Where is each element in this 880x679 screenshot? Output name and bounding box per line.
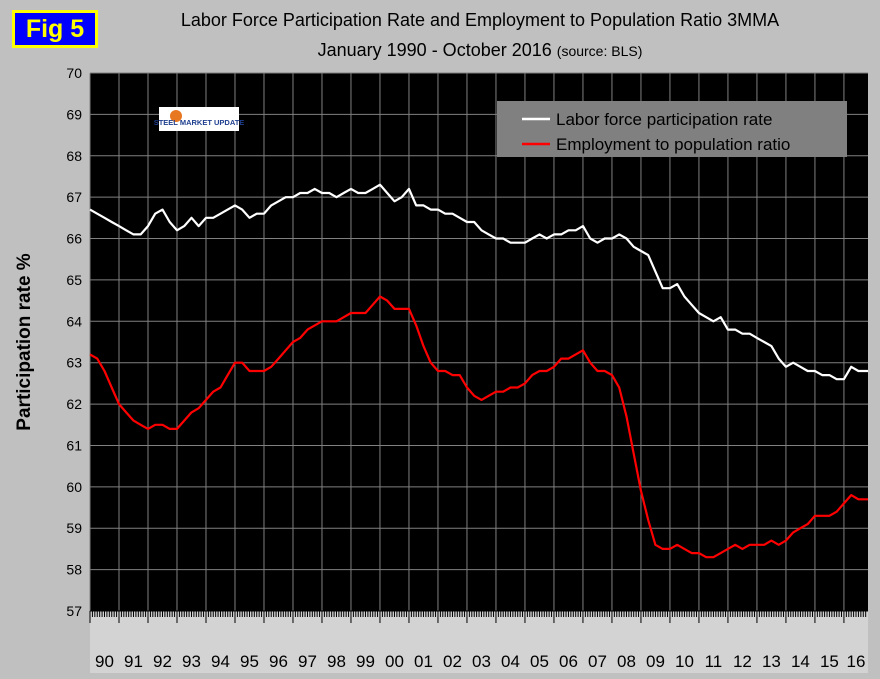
- x-tick-label: 95: [240, 652, 259, 671]
- x-tick-label: 15: [820, 652, 839, 671]
- x-tick-label: 01: [414, 652, 433, 671]
- x-tick-label: 12: [733, 652, 752, 671]
- x-tick-label: 10: [675, 652, 694, 671]
- y-tick-label: 65: [66, 272, 82, 288]
- y-tick-label: 61: [66, 437, 82, 453]
- series-layer: [89, 183, 868, 559]
- x-tick-label: 96: [269, 652, 288, 671]
- figure-badge: Fig 5: [12, 10, 98, 48]
- y-tick-label: 67: [66, 189, 82, 205]
- y-tick-label: 58: [66, 562, 82, 578]
- x-tick-label: 98: [327, 652, 346, 671]
- x-tick-label: 05: [530, 652, 549, 671]
- logo-mark: [170, 110, 182, 122]
- y-axis-label: Participation rate %: [14, 253, 35, 430]
- x-tick-label: 09: [646, 652, 665, 671]
- series-line-employment-population: [89, 295, 868, 559]
- subtitle-source: (source: BLS): [556, 43, 643, 59]
- x-tick-label: 11: [705, 652, 723, 671]
- x-tick-label: 92: [153, 652, 172, 671]
- legend-background: [497, 101, 847, 157]
- x-tick-label: 97: [298, 652, 317, 671]
- x-tick-label: 94: [211, 652, 230, 671]
- x-tick-label: 13: [762, 652, 781, 671]
- x-axis-band: [90, 611, 868, 673]
- series-line-labor-force-participation: [89, 183, 868, 381]
- logo-text: STEEL MARKET UPDATE: [154, 118, 245, 127]
- y-tick-label: 64: [66, 313, 82, 329]
- y-tick-label: 68: [66, 148, 82, 164]
- x-tick-label: 93: [182, 652, 201, 671]
- y-tick-label: 66: [66, 231, 82, 247]
- y-tick-label: 62: [66, 396, 82, 412]
- legend: Labor force participation rate Employment…: [497, 101, 847, 157]
- x-tick-label: 90: [95, 652, 114, 671]
- x-tick-label: 14: [791, 652, 810, 671]
- y-tick-label: 60: [66, 479, 82, 495]
- chart-subtitle: January 1990 - October 2016 (source: BLS…: [100, 40, 860, 61]
- x-tick-label: 03: [472, 652, 491, 671]
- x-tick-label: 16: [847, 652, 866, 671]
- x-tick-labels: 90 91 92 93 94 95 96 97 98 99 00 01 02 03 04 05 06 07 08 09…: [89, 610, 868, 671]
- x-tick-label: 08: [617, 652, 636, 671]
- y-tick-label: 63: [66, 355, 82, 371]
- x-tick-label: 04: [501, 652, 520, 671]
- subtitle-date-range: January 1990 - October 2016: [317, 40, 552, 60]
- legend-label: Employment to population ratio: [556, 135, 790, 154]
- x-tick-label: 07: [588, 652, 607, 671]
- y-tick-label: 59: [66, 520, 82, 536]
- x-tick-label: 00: [385, 652, 404, 671]
- plot-area: [90, 73, 868, 611]
- x-tick-label: 06: [559, 652, 578, 671]
- x-tick-label: 91: [124, 652, 143, 671]
- y-tick-label: 57: [66, 603, 82, 619]
- logo: STEEL MARKET UPDATE: [154, 107, 245, 131]
- y-tick-label: 69: [66, 106, 82, 122]
- chart-title: Labor Force Participation Rate and Emplo…: [180, 10, 780, 30]
- legend-label: Labor force participation rate: [556, 110, 772, 129]
- y-tick-labels: 57 58 59 60 61 62 63 64 65 66 67 68 69 70: [66, 65, 82, 619]
- y-tick-label: 70: [66, 65, 82, 81]
- x-tick-label: 02: [443, 652, 462, 671]
- x-tick-label: 99: [356, 652, 375, 671]
